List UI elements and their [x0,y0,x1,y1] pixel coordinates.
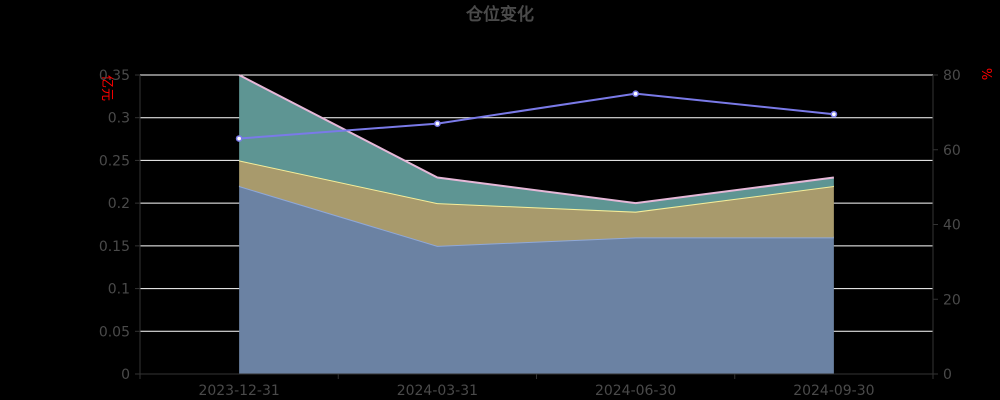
left-axis-unit-label: 亿元 [99,75,114,101]
ratio-line-point [434,120,441,127]
x-axis-tick-label: 2024-09-30 [793,383,874,399]
left-axis-tick-label: 0 [121,367,130,383]
x-axis-tick-label: 2024-06-30 [595,383,676,399]
right-axis-tick-label: 80 [943,68,961,84]
area-series-middle-fill [239,160,834,246]
left-axis-tick-label: 0.25 [99,153,130,169]
ratio-line-series [235,90,838,142]
area-series-bottom-fill [239,186,834,374]
right-axis-tick-label: 0 [943,367,952,383]
ratio-line [239,92,834,140]
left-axis-tick-label: 0.35 [99,68,130,84]
left-axis-tick-label: 0.15 [99,239,130,255]
x-axis-tick-label: 2023-12-31 [198,383,279,399]
area-series-top-fill [239,75,834,212]
axes [135,74,938,379]
left-axis-tick-label: 0.1 [108,282,130,298]
ratio-line-point [235,135,243,142]
tick-labels: 0 0.05 0.1 0.15 0.2 0.25 0.3 0.35 0 20 40 60 80 2023-… [99,68,961,399]
ratio-line-point [830,110,838,118]
stacked-areas [238,74,835,374]
left-axis-tick-label: 0.3 [108,111,130,127]
left-axis-tick-label: 0.2 [108,196,130,212]
ratio-line-point [632,90,639,98]
chart-title: 仓位变化 [465,4,534,25]
x-axis-tick-label: 2024-03-31 [397,383,478,399]
right-axis-tick-label: 40 [943,218,961,234]
right-axis-tick-label: 60 [943,143,961,159]
right-axis-tick-label: 20 [943,292,961,308]
area-series-top-line [238,74,835,205]
left-axis-tick-label: 0.05 [99,324,130,340]
right-axis-unit-label: % [978,68,993,80]
